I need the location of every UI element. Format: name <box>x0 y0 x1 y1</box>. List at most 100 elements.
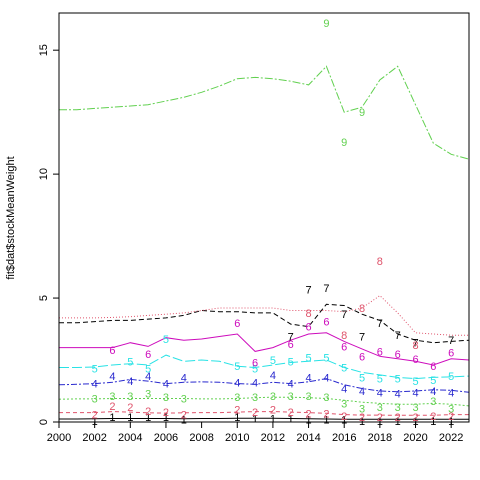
point-label-2: 2 <box>341 411 347 423</box>
point-label-1: 1 <box>341 415 347 427</box>
point-label-4: 4 <box>145 371 151 383</box>
point-label-5: 5 <box>288 356 294 368</box>
point-label-6: 6 <box>288 339 294 351</box>
point-label-5: 5 <box>163 334 169 346</box>
point-label-8: 8 <box>377 256 383 268</box>
x-tick-label: 2012 <box>261 432 285 444</box>
point-label-2: 2 <box>377 412 383 424</box>
x-axis: 2000 2002 2004 2006 2008 2010 2012 2014 2016 2018… <box>47 421 463 444</box>
point-label-5: 5 <box>412 376 418 388</box>
x-tick-label: 2006 <box>154 432 178 444</box>
point-label-2: 2 <box>127 402 133 414</box>
point-label-6: 6 <box>252 358 258 370</box>
point-label-5: 5 <box>127 356 133 368</box>
point-label-4: 4 <box>163 379 169 391</box>
point-label-6: 6 <box>377 346 383 358</box>
point-label-1: 1 <box>145 412 151 424</box>
x-tick-label: 2016 <box>332 432 356 444</box>
point-label-3: 3 <box>181 393 187 405</box>
series-line-3 <box>58 396 470 407</box>
point-label-3: 3 <box>92 393 98 405</box>
point-label-2: 2 <box>145 406 151 418</box>
point-label-5: 5 <box>377 374 383 386</box>
point-label-2: 2 <box>92 410 98 422</box>
point-label-2: 2 <box>306 408 312 420</box>
point-label-2: 2 <box>359 412 365 424</box>
point-label-5: 5 <box>270 355 276 367</box>
point-label-6: 6 <box>395 349 401 361</box>
x-tick-label: 2004 <box>118 432 142 444</box>
point-label-6: 6 <box>341 341 347 353</box>
y-tick-label: 10 <box>38 168 50 180</box>
point-label-8: 8 <box>359 303 365 315</box>
point-label-2: 2 <box>323 408 329 420</box>
point-label-2: 2 <box>234 405 240 417</box>
point-label-3: 3 <box>341 398 347 410</box>
point-label-7: 7 <box>377 318 383 330</box>
point-label-5: 5 <box>430 375 436 387</box>
point-label-4: 4 <box>306 372 312 384</box>
point-label-9: 9 <box>341 137 347 149</box>
point-label-6: 6 <box>359 351 365 363</box>
point-label-6: 6 <box>234 318 240 330</box>
point-label-7: 7 <box>359 331 365 343</box>
point-label-2: 2 <box>448 411 454 423</box>
point-label-4: 4 <box>448 387 454 399</box>
point-label-1: 1 <box>252 413 258 425</box>
point-label-4: 4 <box>127 376 133 388</box>
point-label-6: 6 <box>109 345 115 357</box>
point-label-4: 4 <box>92 379 98 391</box>
x-tick-label: 2008 <box>189 432 213 444</box>
point-label-4: 4 <box>252 377 258 389</box>
x-tick-label: 2002 <box>82 432 106 444</box>
series-line-6 <box>59 332 470 366</box>
point-label-4: 4 <box>430 386 436 398</box>
point-label-7: 7 <box>395 330 401 342</box>
point-label-2: 2 <box>252 407 258 419</box>
point-label-7: 7 <box>448 335 454 347</box>
point-label-5: 5 <box>395 374 401 386</box>
point-label-6: 6 <box>145 349 151 361</box>
point-label-1: 1 <box>163 412 169 424</box>
point-label-7: 7 <box>323 283 329 295</box>
point-label-7: 7 <box>412 338 418 350</box>
point-label-4: 4 <box>377 387 383 399</box>
point-label-4: 4 <box>395 388 401 400</box>
point-label-4: 4 <box>270 370 276 382</box>
point-label-3: 3 <box>306 391 312 403</box>
point-label-5: 5 <box>252 364 258 376</box>
point-label-3: 3 <box>270 391 276 403</box>
point-label-7: 7 <box>341 309 347 321</box>
point-label-3: 3 <box>145 388 151 400</box>
point-label-3: 3 <box>430 396 436 408</box>
point-label-1: 1 <box>323 415 329 427</box>
y-tick-label: 0 <box>38 419 50 425</box>
point-label-3: 3 <box>323 392 329 404</box>
point-label-1: 1 <box>270 413 276 425</box>
point-label-1: 1 <box>181 415 187 427</box>
y-axis: 0 5 10 15 <box>38 44 60 425</box>
y-axis-title: fit$dat$stockMeanWeight <box>5 156 17 279</box>
series-line-7 <box>59 303 470 344</box>
point-label-4: 4 <box>359 386 365 398</box>
point-label-9: 9 <box>323 18 329 30</box>
point-label-6: 6 <box>323 317 329 329</box>
point-label-1: 1 <box>234 412 240 424</box>
point-label-5: 5 <box>323 353 329 365</box>
point-label-3: 3 <box>377 402 383 414</box>
point-label-4: 4 <box>181 372 187 384</box>
y-tick-label: 15 <box>38 44 50 56</box>
series-line-1 <box>59 417 469 420</box>
point-label-2: 2 <box>288 407 294 419</box>
point-label-2: 2 <box>163 407 169 419</box>
point-label-2: 2 <box>412 412 418 424</box>
point-label-3: 3 <box>234 392 240 404</box>
point-label-7: 7 <box>306 284 312 296</box>
point-label-3: 3 <box>359 403 365 415</box>
point-label-7: 7 <box>288 331 294 343</box>
point-label-6: 6 <box>412 354 418 366</box>
point-label-4: 4 <box>234 377 240 389</box>
point-label-2: 2 <box>395 412 401 424</box>
point-label-6: 6 <box>430 361 436 373</box>
